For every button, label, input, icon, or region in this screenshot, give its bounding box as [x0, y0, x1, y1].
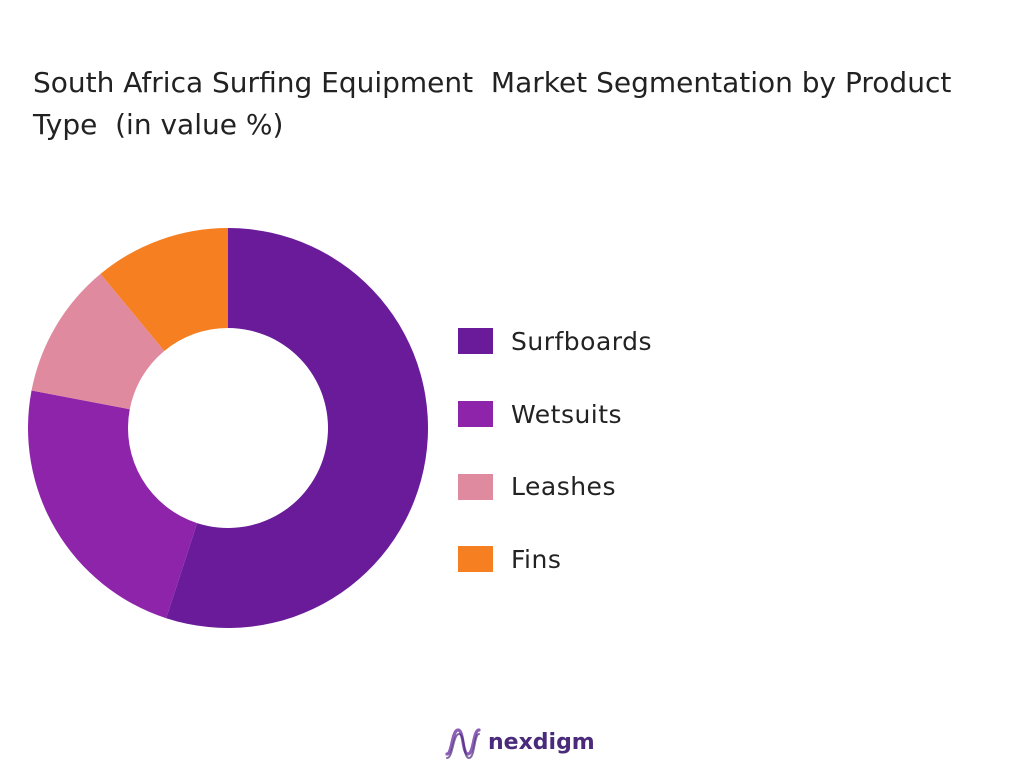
chart-title: South Africa Surfing Equipment Market Se…	[33, 66, 961, 141]
logo-text: nexdigm	[488, 729, 595, 755]
chart-legend: Surfboards Wetsuits Leashes Fins	[458, 305, 652, 596]
donut-slice-leashes	[31, 273, 165, 410]
legend-item-fins: Fins	[458, 523, 652, 596]
brand-logo: nexdigm	[444, 722, 595, 762]
legend-swatch	[458, 546, 493, 573]
legend-label: Fins	[511, 544, 562, 574]
legend-item-surfboards: Surfboards	[458, 305, 652, 378]
nexdigm-wave-icon	[445, 728, 481, 760]
legend-item-leashes: Leashes	[458, 450, 652, 523]
legend-item-wetsuits: Wetsuits	[458, 378, 652, 451]
legend-label: Wetsuits	[511, 399, 623, 429]
legend-swatch	[458, 328, 493, 355]
donut-slice-fins	[100, 228, 228, 351]
legend-label: Leashes	[511, 472, 616, 502]
legend-label: Surfboards	[511, 326, 653, 356]
legend-swatch	[458, 473, 493, 500]
donut-slice-surfboards	[166, 228, 429, 628]
legend-swatch	[458, 401, 493, 428]
donut-slices	[28, 228, 429, 628]
donut-slice-wetsuits	[28, 390, 198, 619]
